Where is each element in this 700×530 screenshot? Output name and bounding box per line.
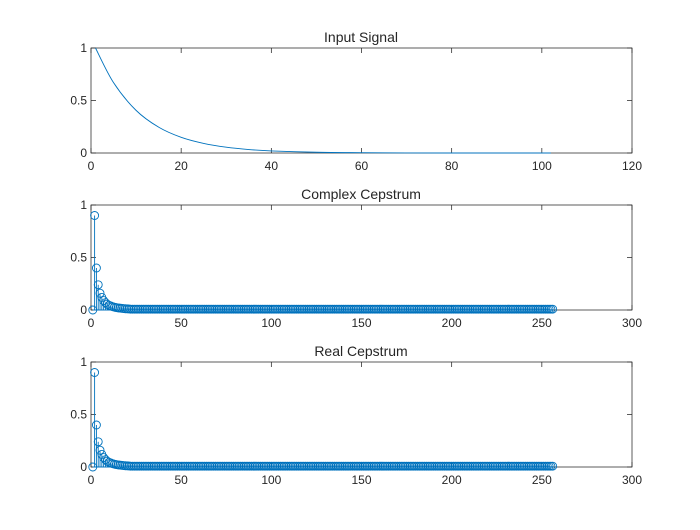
x-tick-label: 250 xyxy=(532,473,552,487)
x-tick-label: 100 xyxy=(532,159,552,173)
stem-marker xyxy=(95,288,105,298)
x-tick-label: 150 xyxy=(351,316,371,330)
x-tick-label: 50 xyxy=(174,316,188,330)
y-tick-label: 1 xyxy=(80,41,87,55)
x-tick-label: 0 xyxy=(88,159,95,173)
y-tick-label: 0.5 xyxy=(70,94,87,108)
x-tick-label: 0 xyxy=(88,473,95,487)
x-tick-label: 0 xyxy=(88,316,95,330)
x-tick-label: 100 xyxy=(261,316,281,330)
x-tick-label: 250 xyxy=(532,316,552,330)
x-tick-label: 300 xyxy=(622,473,642,487)
x-tick-label: 20 xyxy=(174,159,188,173)
stem-marker xyxy=(91,420,101,430)
y-tick-label: 0 xyxy=(80,303,87,317)
stem-marker xyxy=(95,445,105,455)
axes-box xyxy=(90,204,633,311)
stem-marker xyxy=(93,437,103,447)
y-tick-label: 0.5 xyxy=(70,251,87,265)
subplot-title: Real Cepstrum xyxy=(314,343,407,359)
y-tick-label: 0 xyxy=(80,460,87,474)
subplot-title: Complex Cepstrum xyxy=(301,186,421,202)
x-tick-label: 50 xyxy=(174,473,188,487)
y-tick-label: 0 xyxy=(80,146,87,160)
axes-box xyxy=(90,47,633,154)
x-tick-label: 40 xyxy=(265,159,279,173)
subplot-complex-cepstrum: Complex Cepstrum 0 50 100 150 200 250 300 0 0.5 1 xyxy=(70,186,642,330)
stem-marker xyxy=(90,211,100,220)
axes-box xyxy=(90,361,633,468)
y-tick-label: 1 xyxy=(80,198,87,212)
stem-marker xyxy=(548,304,558,314)
subplot-title: Input Signal xyxy=(324,29,398,45)
stem-marker xyxy=(548,461,558,471)
series-line xyxy=(95,47,551,154)
stem-marker xyxy=(91,263,101,273)
x-tick-label: 200 xyxy=(442,473,462,487)
x-tick-label: 150 xyxy=(351,473,371,487)
plot-area: 0 50 100 150 200 250 300 0 0.5 1 xyxy=(70,198,642,330)
x-tick-label: 200 xyxy=(442,316,462,330)
x-tick-label: 300 xyxy=(622,316,642,330)
x-tick-label: 100 xyxy=(261,473,281,487)
plot-area: 0 50 100 150 200 250 300 0 0.5 1 xyxy=(70,355,642,487)
stem-marker xyxy=(93,280,103,290)
x-tick-label: 60 xyxy=(355,159,369,173)
x-tick-label: 120 xyxy=(622,159,642,173)
subplot-input-signal: Input Signal 0 20 40 60 80 100 120 0 0.5 1 xyxy=(70,29,642,173)
plot-area: 0 20 40 60 80 100 120 0 0.5 1 xyxy=(70,41,642,173)
y-tick-label: 1 xyxy=(80,355,87,369)
stem-marker xyxy=(90,368,100,377)
x-tick-label: 80 xyxy=(445,159,459,173)
y-tick-label: 0.5 xyxy=(70,408,87,422)
subplot-real-cepstrum: Real Cepstrum 0 50 100 150 200 250 300 0 0.5 1 xyxy=(70,343,642,487)
